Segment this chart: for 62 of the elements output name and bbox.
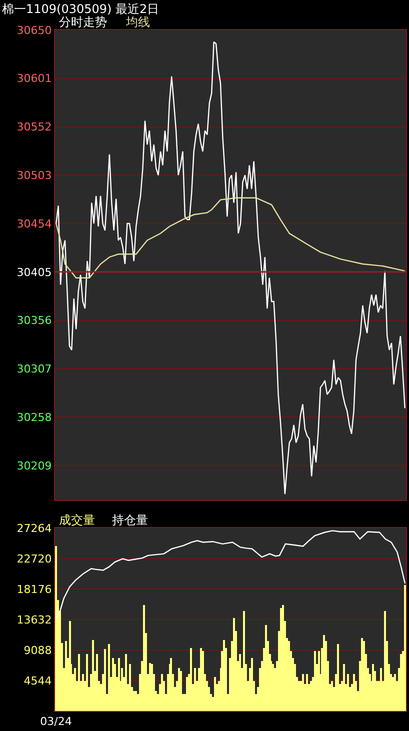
y-tick-label: 13632 [16, 613, 52, 626]
line-series [55, 530, 406, 619]
bar [194, 668, 196, 711]
bar [92, 640, 94, 711]
bar [372, 664, 374, 711]
y-tick-label: 30258 [16, 410, 52, 424]
y-tick-label: 30405 [16, 266, 52, 279]
bar [404, 585, 406, 711]
bar [129, 664, 131, 711]
bar [125, 654, 127, 711]
chart-title: 棉一1109(030509) 最近2日 [2, 2, 160, 16]
bar [65, 641, 67, 711]
bar [108, 644, 110, 711]
y-tick-label: 30552 [16, 120, 52, 134]
bar [243, 611, 245, 711]
bar [180, 671, 182, 711]
bar [78, 654, 80, 711]
bar [186, 677, 188, 711]
y-tick-label: 30454 [16, 217, 52, 230]
bar [86, 654, 88, 711]
bar [200, 648, 202, 711]
bar [380, 668, 382, 711]
bar [178, 668, 180, 711]
bar [112, 658, 114, 711]
bar [251, 658, 253, 711]
bar [384, 611, 386, 711]
text: 均线 [125, 15, 150, 29]
y-tick-label: 9088 [24, 644, 52, 657]
line-series [56, 197, 406, 278]
bar [314, 651, 316, 711]
bar [202, 651, 204, 711]
y-tick-label: 4544 [24, 674, 52, 688]
y-tick-label: 30209 [16, 459, 52, 472]
bar [74, 668, 76, 711]
bar [343, 664, 345, 711]
bar [347, 674, 349, 711]
bar [361, 638, 363, 711]
bar [143, 605, 145, 711]
y-tick-label: 22720 [16, 552, 52, 566]
bar [265, 625, 267, 711]
bar [104, 649, 106, 711]
y-tick-label: 18176 [16, 582, 52, 596]
y-tick-label: 30503 [16, 169, 52, 182]
bar [190, 648, 192, 711]
y-tick-label: 30307 [16, 362, 52, 376]
y-tick-label: 27264 [16, 522, 52, 535]
series-label: 成交量 [59, 513, 95, 527]
bar [55, 546, 57, 711]
bar [170, 658, 172, 711]
bar [318, 651, 320, 711]
line-series [56, 41, 406, 495]
y-tick-label: 30601 [16, 72, 52, 86]
text: 持仓量 [112, 513, 148, 527]
y-tick-label: 30650 [16, 24, 52, 37]
y-tick-label: 30356 [16, 314, 52, 328]
bar [400, 654, 402, 711]
bar [337, 644, 339, 711]
x-tick-label: 03/24 [40, 715, 72, 728]
bar [118, 658, 120, 711]
text: 分时走势 [59, 15, 107, 29]
bar [96, 654, 98, 711]
bar [214, 677, 216, 711]
